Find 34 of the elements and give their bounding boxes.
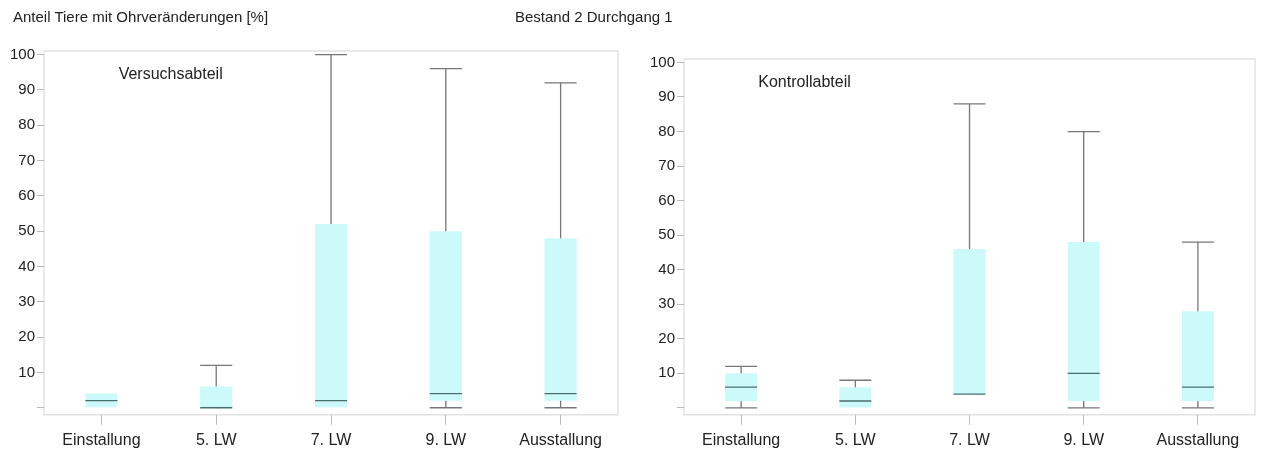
- y-tick-label: 30: [658, 294, 676, 312]
- x-tick-label: Einstallung: [62, 430, 141, 448]
- y-tick-label: 50: [658, 225, 676, 243]
- y-tick-label: 90: [658, 87, 676, 105]
- y-tick-label: 30: [18, 291, 36, 309]
- y-tick-label: 40: [18, 256, 36, 274]
- y-tick-label: 80: [658, 121, 676, 139]
- x-tick-label: 9. LW: [425, 430, 467, 448]
- x-tick-label: 7. LW: [310, 430, 353, 448]
- y-tick-label: 70: [18, 150, 36, 168]
- x-tick-label: Ausstallung: [1156, 430, 1240, 448]
- y-tick-label: 60: [18, 185, 36, 203]
- x-tick-label: Ausstallung: [519, 430, 602, 448]
- y-tick-label: 40: [658, 259, 676, 277]
- y-tick-label: 20: [18, 327, 36, 345]
- x-tick-label: 5. LW: [195, 430, 238, 448]
- y-tick-label: 90: [18, 79, 36, 97]
- y-tick-label: 10: [658, 363, 676, 381]
- x-tick-label: 7. LW: [949, 430, 991, 448]
- chart-title: Bestand 2 Durchgang 1: [515, 8, 673, 25]
- y-tick-label: 10: [18, 362, 36, 380]
- y-tick-label: 100: [650, 52, 676, 70]
- y-tick-label: 80: [18, 115, 36, 133]
- text: Kontrollabteil: [758, 73, 851, 91]
- x-tick-label: 5. LW: [835, 430, 877, 448]
- x-tick-label: 9. LW: [1063, 430, 1105, 448]
- y-axis-title: Anteil Tiere mit Ohrveränderungen [%]: [13, 8, 269, 25]
- y-tick-label: 70: [658, 156, 676, 174]
- y-tick-label: 60: [658, 190, 676, 208]
- y-tick-label: 20: [658, 328, 676, 346]
- y-tick-label: 50: [18, 221, 36, 239]
- y-tick-label: 100: [10, 44, 36, 62]
- x-tick-label: Einstallung: [701, 430, 781, 448]
- text: Versuchsabteil: [118, 65, 223, 83]
